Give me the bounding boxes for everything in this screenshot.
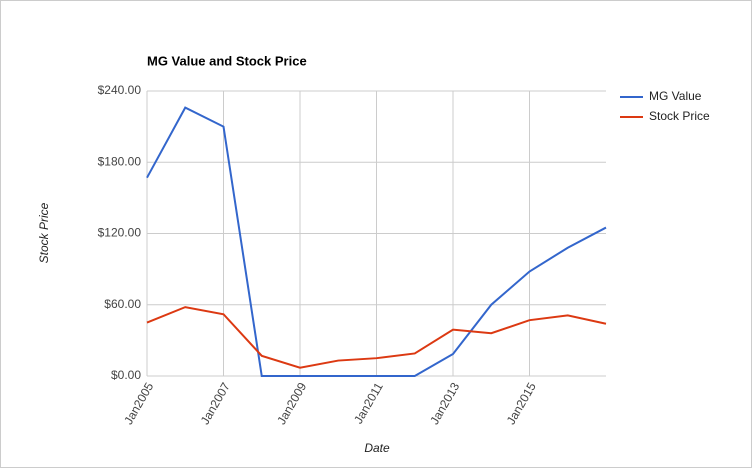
legend-label: Stock Price: [649, 109, 710, 123]
y-axis-title: Stock Price: [37, 202, 51, 263]
series-line: [146, 306, 607, 369]
y-tick-label: $180.00: [98, 154, 142, 168]
y-tick-label: $240.00: [98, 83, 142, 97]
y-tick-label: $120.00: [98, 226, 142, 240]
series-line: [146, 106, 607, 377]
chart-title: MG Value and Stock Price: [147, 53, 307, 68]
legend-label: MG Value: [649, 89, 702, 103]
x-axis-title: Date: [364, 441, 390, 455]
y-tick-label: $60.00: [104, 297, 141, 311]
y-tick-label: $0.00: [111, 368, 141, 382]
